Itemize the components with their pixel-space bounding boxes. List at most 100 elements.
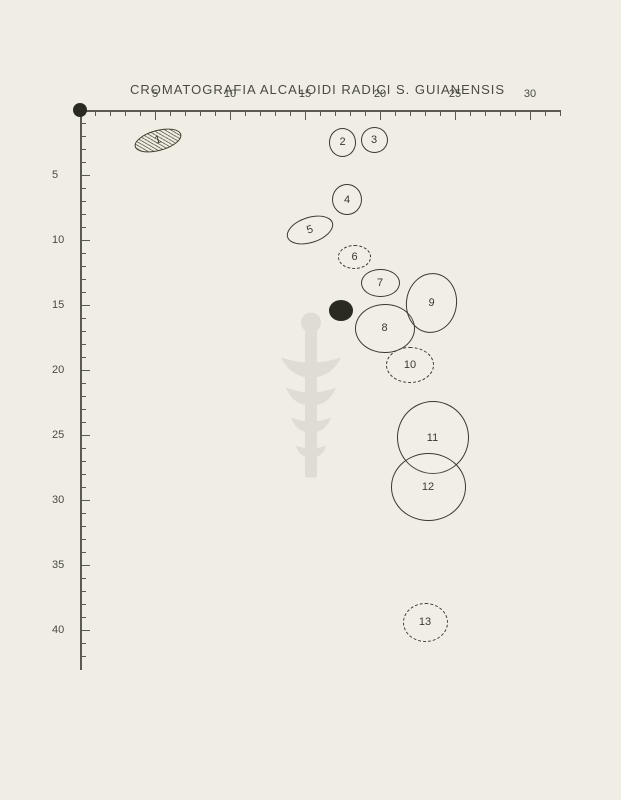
y-tick [80,604,86,605]
x-tick [500,110,501,116]
y-tick [80,331,86,332]
y-tick [80,409,86,410]
y-tick [80,526,86,527]
x-tick [275,110,276,116]
x-tick [440,110,441,116]
x-tick [380,110,381,120]
chromatography-spot-2: 2 [329,128,356,157]
y-tick-label: 30 [52,494,64,506]
y-tick [80,227,86,228]
y-tick [80,123,86,124]
x-tick [305,110,306,120]
x-tick [245,110,246,116]
y-tick-label: 25 [52,429,64,441]
y-tick [80,162,86,163]
x-tick [425,110,426,116]
x-tick [155,110,156,120]
y-tick [80,318,86,319]
y-tick [80,240,90,241]
y-tick [80,578,86,579]
y-tick [80,214,86,215]
y-tick [80,656,86,657]
x-tick [470,110,471,116]
y-tick [80,422,86,423]
y-tick [80,201,86,202]
y-tick [80,630,90,631]
y-tick [80,292,86,293]
origin-marker [73,103,87,117]
x-tick [545,110,546,116]
y-tick [80,500,90,501]
y-tick-label: 20 [52,364,64,376]
y-tick [80,149,86,150]
x-tick [260,110,261,116]
y-tick-label: 40 [52,624,64,636]
x-tick [455,110,456,120]
y-tick [80,357,86,358]
y-tick [80,617,86,618]
y-tick [80,539,86,540]
chromatography-spot-dot [329,300,353,321]
x-tick [215,110,216,116]
y-tick [80,279,86,280]
x-tick [485,110,486,116]
chromatography-spot-12: 12 [391,453,466,521]
x-tick [320,110,321,116]
chromatography-spot-4: 4 [332,184,362,215]
x-tick [95,110,96,116]
y-tick [80,188,86,189]
x-tick-label: 10 [224,88,236,100]
x-tick [290,110,291,116]
chromatography-spot-7: 7 [361,269,400,298]
chromatography-spot-1: 1 [132,124,184,157]
y-tick [80,383,86,384]
x-tick [170,110,171,116]
x-tick [365,110,366,116]
y-tick-label: 15 [52,299,64,311]
y-tick [80,435,90,436]
y-tick [80,396,86,397]
x-tick [515,110,516,116]
y-tick [80,305,90,306]
y-tick [80,370,90,371]
chromatography-spot-13: 13 [403,603,448,642]
x-tick [410,110,411,116]
y-tick [80,513,86,514]
x-tick [140,110,141,116]
x-tick [350,110,351,116]
chromatography-spot-10: 10 [386,347,434,383]
chromatography-spot-3: 3 [361,127,388,153]
x-tick-label: 30 [524,88,536,100]
y-tick [80,253,86,254]
x-tick-label: 20 [374,88,386,100]
x-tick-label: 25 [449,88,461,100]
x-tick [185,110,186,116]
chromatography-chart: CROMATOGRAFIA ALCALOIDI RADICI S. GUIANE… [80,110,560,700]
y-tick [80,565,90,566]
x-tick-label: 5 [152,88,158,100]
chromatography-spot-6: 6 [338,245,371,268]
x-tick [530,110,531,120]
y-tick-label: 35 [52,559,64,571]
y-tick-label: 5 [52,169,58,181]
x-tick [230,110,231,120]
y-tick [80,552,86,553]
chromatography-spot-5: 5 [283,210,337,250]
x-tick-label: 15 [299,88,311,100]
x-tick [395,110,396,116]
y-tick [80,448,86,449]
y-tick [80,175,90,176]
y-tick [80,461,86,462]
y-tick [80,136,86,137]
x-tick [335,110,336,116]
y-tick [80,266,86,267]
y-tick [80,474,86,475]
y-tick [80,643,86,644]
y-tick [80,344,86,345]
y-tick-label: 10 [52,234,64,246]
y-tick [80,487,86,488]
x-tick [200,110,201,116]
x-tick [125,110,126,116]
x-tick [560,110,561,116]
y-axis [80,110,82,670]
